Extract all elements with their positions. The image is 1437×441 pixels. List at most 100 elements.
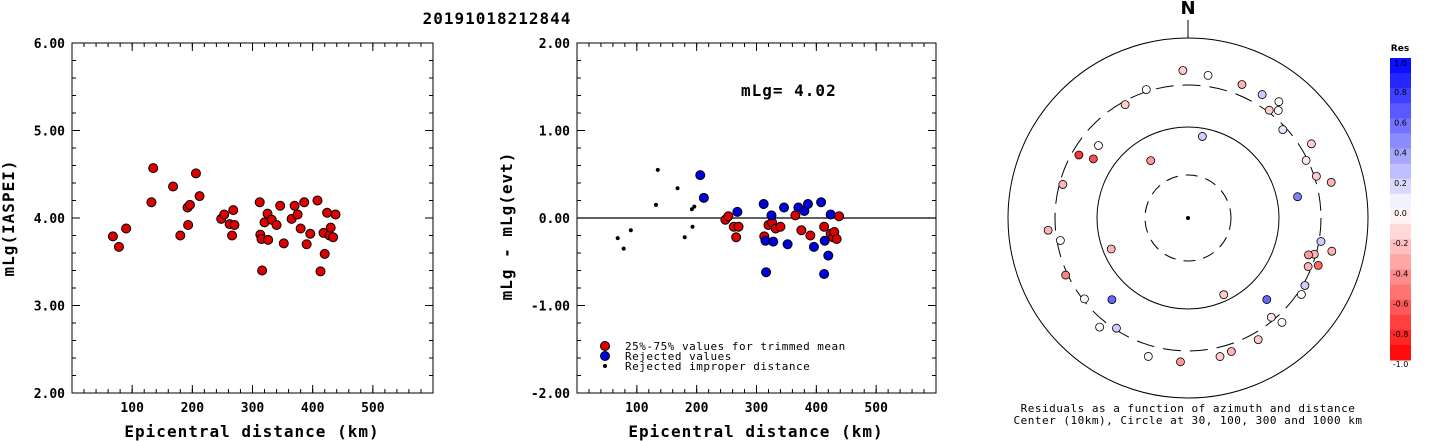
data-point [289, 200, 300, 211]
rejected-point [823, 250, 834, 261]
colorbar-cell [1390, 58, 1411, 74]
data-point [254, 197, 265, 208]
y-tick-label: 5.00 [34, 125, 65, 140]
x-tick-label: 400 [805, 401, 829, 416]
data-point [257, 265, 268, 276]
mean-annotation: mLg= 4.02 [741, 81, 837, 100]
colorbar-cell [1390, 163, 1411, 180]
legend-label-improper: Rejected improper distance [625, 360, 810, 373]
colorbar-cell [1390, 224, 1411, 240]
x-axis-label: Epicentral distance (km) [124, 422, 379, 441]
colorbar: Res 1.0 0.8 0.6 0.4 0.2 0.0 -0.2 -0.4 -0.6 -0.8 -1… [1390, 44, 1411, 369]
residual-point [1253, 335, 1263, 344]
x-tick-label: 300 [241, 401, 265, 416]
colorbar-tick-label: 0.6 [1394, 118, 1407, 127]
legend-marker-improper [603, 364, 607, 368]
legend-marker-trimmed [600, 341, 610, 351]
residual-point [1061, 270, 1071, 280]
colorbar-cell [1390, 193, 1411, 210]
residual-point [1300, 281, 1310, 290]
x-tick-label: 500 [864, 401, 888, 416]
data-point [278, 238, 289, 249]
data-point [219, 209, 230, 220]
legend-label-rejected: Rejected values [625, 350, 732, 363]
colorbar-cell [1390, 329, 1411, 346]
ring-1000km [1007, 37, 1369, 399]
residual-point [1316, 237, 1326, 246]
x-tick-label: 100 [120, 401, 144, 416]
residual-point [1146, 156, 1156, 166]
residual-point [1143, 352, 1153, 361]
residual-point [1219, 290, 1229, 300]
center-point [1186, 216, 1190, 220]
data-point [168, 181, 179, 192]
colorbar-cell [1390, 148, 1411, 165]
residual-point [1080, 294, 1089, 304]
rejected-point [808, 241, 819, 252]
residual-point [1095, 322, 1105, 332]
colorbar-cell [1390, 254, 1411, 270]
legend-marker-rejected [600, 351, 610, 361]
residual-point [1176, 357, 1185, 367]
data-point [227, 230, 238, 241]
colorbar-tick-label: 0.2 [1394, 179, 1407, 188]
residual-point [1058, 180, 1068, 189]
data-point [295, 223, 306, 234]
colorbar-cell [1390, 269, 1411, 285]
rejected-point [782, 239, 793, 250]
improper-distance-point [621, 246, 626, 251]
x-tick-label: 200 [181, 401, 205, 416]
x-tick-label: 100 [625, 401, 649, 416]
residual-point [1107, 295, 1117, 305]
north-label: N [1180, 0, 1195, 19]
colorbar-cell [1390, 209, 1411, 225]
improper-distance-point [615, 236, 620, 241]
legend-label-trimmed: 25%-75% values for trimmed mean [625, 340, 846, 353]
colorbar-cell [1390, 239, 1411, 255]
colorbar-tick-label: -0.4 [1393, 269, 1409, 278]
residual-point [1327, 246, 1337, 256]
residual-point [1273, 106, 1283, 115]
trimmed-point [723, 211, 734, 222]
data-point [194, 191, 205, 202]
data-point [301, 239, 312, 250]
colorbar-cell [1390, 118, 1411, 134]
data-point [228, 205, 239, 216]
residual-point [1297, 290, 1306, 299]
trimmed-point [733, 221, 744, 232]
trimmed-point [831, 234, 842, 244]
data-point [312, 195, 323, 206]
colorbar-tick-label: 0.8 [1394, 88, 1407, 97]
rejected-point [768, 236, 779, 247]
trimmed-point [775, 221, 786, 232]
residual-point [1264, 105, 1274, 115]
y-tick-label: -2.00 [531, 387, 570, 402]
residual-point [1311, 171, 1321, 181]
data-point [319, 248, 330, 259]
colorbar-cell [1390, 314, 1411, 331]
colorbar-tick-label: 0.0 [1394, 209, 1407, 218]
data-point [107, 231, 118, 242]
data-point [322, 207, 333, 218]
colorbar-cell [1390, 88, 1411, 104]
rejected-point [816, 197, 827, 208]
data-point [146, 197, 157, 208]
residual-point [1141, 85, 1151, 95]
residual-point [1178, 66, 1188, 75]
residual-point [1313, 261, 1323, 270]
rejected-point [779, 202, 790, 213]
colorbar-tick-label: 1.0 [1394, 59, 1407, 68]
trimmed-point [834, 211, 845, 222]
improper-distance-point [690, 224, 695, 229]
data-point [190, 168, 201, 179]
residual-point [1055, 236, 1065, 245]
data-point [315, 266, 326, 277]
trimmed-point [731, 232, 742, 243]
rejected-point [766, 210, 777, 221]
data-point [184, 199, 195, 210]
rejected-point [802, 199, 813, 209]
improper-distance-point [653, 202, 658, 207]
residual-point [1094, 141, 1103, 150]
residual-point [1307, 139, 1316, 149]
